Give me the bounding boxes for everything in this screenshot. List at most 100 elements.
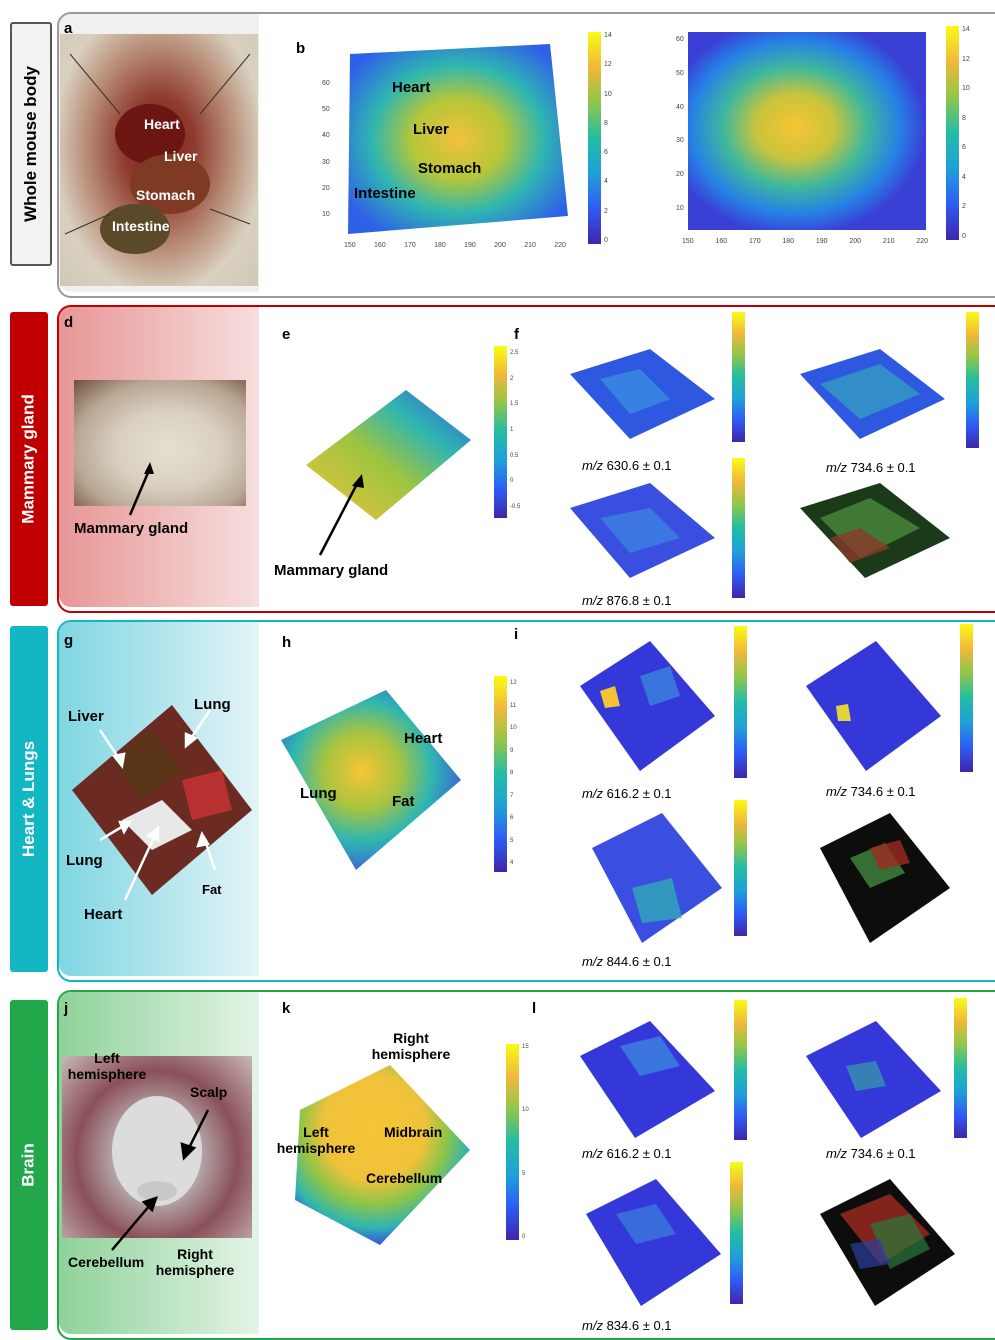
- photo-label-lung-bottom: Lung: [66, 852, 103, 869]
- mz-734-plot-f: [800, 349, 945, 439]
- colorbar-i1: [734, 626, 747, 778]
- caption-mz-734-i: m/z 734.6 ± 0.1: [826, 784, 916, 799]
- mz-876-plot: [570, 483, 715, 578]
- panel-label-f: f: [514, 326, 519, 343]
- mz-734-plot-l: [806, 1021, 941, 1138]
- colorbar-c: [946, 26, 959, 240]
- panel-label-k: k: [282, 1000, 291, 1017]
- heart-lungs-arrows: [98, 709, 217, 901]
- photo-label-heart: Heart: [144, 116, 180, 132]
- colorbar-e: [494, 346, 507, 518]
- mammary-photo-label: Mammary gland: [74, 520, 189, 537]
- colorbar-f1: [732, 312, 745, 442]
- caption-mz-834: m/z 834.6 ± 0.1: [582, 1318, 672, 1333]
- colorbar-l1: [734, 1000, 747, 1140]
- panel-label-l: l: [532, 1000, 537, 1017]
- caption-mz-616-l: m/z 616.2 ± 0.1: [582, 1146, 672, 1161]
- panel-label-h: h: [282, 634, 292, 651]
- colorbar-b: [588, 32, 601, 244]
- row-label-brain: Brain: [10, 1000, 48, 1330]
- photo-label-heart-g: Heart: [84, 906, 123, 923]
- colorbar-f3: [732, 458, 745, 598]
- panel-label-i: i: [514, 626, 519, 643]
- plot-label-intestine: Intestine: [354, 185, 416, 202]
- photo-label-left-hemisphere: Left hemisphere: [67, 1050, 147, 1082]
- plot-label-right-hemisphere: Right hemisphere: [371, 1030, 451, 1062]
- plot-label-heart: Heart: [392, 79, 431, 96]
- plot-label-fat-h: Fat: [392, 793, 415, 810]
- plot-label-left-hemisphere: Left hemisphere: [276, 1124, 356, 1156]
- plot-label-lung-h: Lung: [300, 785, 337, 802]
- photo-label-right-hemisphere: Right hemisphere: [155, 1246, 235, 1278]
- plot-label-midbrain: Midbrain: [384, 1124, 443, 1140]
- panel-label-b: b: [296, 40, 306, 57]
- brain-photo-arrows: [111, 1109, 210, 1251]
- photo-label-cerebellum-j: Cerebellum: [68, 1254, 145, 1270]
- plot-label-heart-h: Heart: [404, 730, 443, 747]
- c-x-ticks: 150 160 170 180 190 200 210 220: [682, 238, 928, 245]
- c-y-ticks: 60 50 40 30 20 10: [676, 36, 684, 212]
- mammary-surface-plot: [306, 390, 471, 520]
- mz-834-plot: [586, 1179, 721, 1306]
- photo-label-fat-g: Fat: [202, 882, 222, 897]
- heart-lungs-surface-plot: [281, 690, 461, 870]
- photo-label-liver-g: Liver: [68, 708, 104, 725]
- colorbar-l2: [954, 998, 967, 1138]
- colorbar-f2: [966, 312, 979, 448]
- row-frame-heart-lungs: [57, 620, 995, 982]
- caption-mz-616-i: m/z 616.2 ± 0.1: [582, 786, 672, 801]
- plot-label-cerebellum-k: Cerebellum: [366, 1170, 443, 1186]
- panel-label-a: a: [64, 20, 73, 37]
- mammary-rgb-overlay: [800, 483, 950, 578]
- b-x-ticks: 150 160 170 180 190 200 210 220: [344, 242, 566, 249]
- whole-body-heatmap: [688, 32, 926, 230]
- mz-616-plot-i: [580, 641, 715, 771]
- mz-734-plot-i: [806, 641, 941, 771]
- b-y-ticks: 60 50 40 30 20 10: [322, 80, 330, 218]
- caption-mz-630: m/z 630.6 ± 0.1: [582, 458, 672, 473]
- photo-label-lung-top: Lung: [194, 696, 231, 713]
- caption-mz-876: m/z 876.8 ± 0.1: [582, 593, 672, 608]
- mammary-photo-arrow: [128, 462, 154, 516]
- caption-mz-734-f: m/z 734.6 ± 0.1: [826, 460, 916, 475]
- brain-surface-plot: [295, 1065, 470, 1245]
- colorbar-i3: [734, 800, 747, 936]
- panel-label-d: d: [64, 314, 74, 331]
- whole-body-surface-plot: [348, 44, 568, 234]
- row-label-mammary: Mammary gland: [10, 312, 48, 606]
- colorbar-e-ticks: 2.5 2 1.5 1 0.5 0 -0.5: [510, 350, 521, 510]
- mammary-photo: [74, 380, 246, 506]
- row-frame-mammary: [57, 305, 995, 613]
- heart-lungs-rgb-overlay: [820, 813, 950, 943]
- colorbar-i2: [960, 624, 973, 772]
- photo-label-liver: Liver: [164, 148, 198, 164]
- mammary-plot-arrow: [318, 474, 364, 556]
- mz-844-plot: [592, 813, 722, 943]
- caption-mz-844: m/z 844.6 ± 0.1: [582, 954, 672, 969]
- photo-label-stomach: Stomach: [136, 187, 196, 203]
- colorbar-c-ticks: 14 12 10 8 6 4 2 0: [962, 26, 970, 240]
- brain-photo: [62, 1056, 252, 1238]
- mz-616-plot-l: [580, 1021, 715, 1138]
- panel-label-j: j: [64, 1000, 69, 1017]
- mz-630-plot: [570, 349, 715, 439]
- row-frame-whole-body: [57, 12, 995, 298]
- colorbar-k-ticks: 15 10 5 0: [522, 1044, 529, 1240]
- plot-label-liver: Liver: [413, 121, 449, 138]
- row-label-whole-body: Whole mouse body: [10, 22, 52, 266]
- colorbar-l3: [730, 1162, 743, 1304]
- panel-label-g: g: [64, 632, 74, 649]
- colorbar-b-ticks: 14 12 10 8 6 4 2 0: [604, 32, 612, 244]
- plot-label-stomach: Stomach: [418, 160, 482, 177]
- colorbar-h-ticks: 12 11 10 9 8 7 6 5 4: [510, 680, 517, 866]
- mouse-body-photo: Heart Liver Stomach Intestine: [60, 34, 258, 286]
- row-label-heart-lungs: Heart & Lungs: [10, 626, 48, 972]
- mammary-plot-label: Mammary gland: [274, 562, 389, 579]
- caption-mz-734-l: m/z 734.6 ± 0.1: [826, 1146, 916, 1161]
- photo-label-intestine: Intestine: [112, 218, 170, 234]
- panel-label-e: e: [282, 326, 291, 343]
- colorbar-k: [506, 1044, 519, 1240]
- photo-label-scalp: Scalp: [190, 1084, 228, 1100]
- brain-rgb-overlay: [820, 1179, 955, 1306]
- colorbar-h: [494, 676, 507, 872]
